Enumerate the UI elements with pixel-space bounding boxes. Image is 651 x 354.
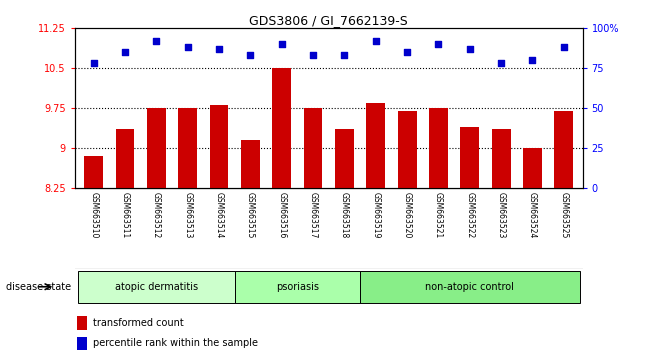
Title: GDS3806 / GI_7662139-S: GDS3806 / GI_7662139-S [249,14,408,27]
Text: GSM663517: GSM663517 [309,192,318,238]
Point [465,46,475,52]
Bar [555,111,574,188]
Text: percentile rank within the sample: percentile rank within the sample [92,338,258,348]
Point [277,41,287,47]
Bar [335,129,354,188]
Point [496,61,506,66]
Text: GSM663523: GSM663523 [497,192,506,238]
Point [370,38,381,44]
Bar [523,148,542,188]
Text: GSM663514: GSM663514 [215,192,223,238]
Text: GSM663520: GSM663520 [402,192,411,238]
Bar [78,271,235,303]
Bar [429,108,448,188]
Bar [367,103,385,188]
Bar [178,108,197,188]
Point [434,41,444,47]
Point [339,53,350,58]
Text: GSM663521: GSM663521 [434,192,443,238]
Text: GSM663511: GSM663511 [120,192,130,238]
Bar [303,108,322,188]
Text: GSM663518: GSM663518 [340,192,349,238]
Text: psoriasis: psoriasis [276,282,319,292]
Point [182,45,193,50]
Point [214,46,224,52]
Bar [272,68,291,188]
Point [120,50,130,55]
Point [527,57,538,63]
Text: GSM663524: GSM663524 [528,192,537,238]
Bar [241,140,260,188]
Point [402,50,412,55]
Point [89,61,99,66]
Bar [210,105,229,188]
Text: atopic dermatitis: atopic dermatitis [115,282,198,292]
Text: GSM663519: GSM663519 [371,192,380,238]
Bar [460,127,479,188]
Bar [77,337,87,350]
Point [559,45,569,50]
Bar [116,129,134,188]
Point [308,53,318,58]
Text: GSM663525: GSM663525 [559,192,568,238]
Text: GSM663515: GSM663515 [246,192,255,238]
Point [245,53,256,58]
Text: GSM663510: GSM663510 [89,192,98,238]
Text: disease state: disease state [7,282,72,292]
Bar [84,156,103,188]
Text: GSM663522: GSM663522 [465,192,475,238]
Bar [492,129,510,188]
Bar [360,271,579,303]
Text: GSM663512: GSM663512 [152,192,161,238]
Bar [77,316,87,330]
Point [151,38,161,44]
Bar [235,271,360,303]
Text: GSM663516: GSM663516 [277,192,286,238]
Text: GSM663513: GSM663513 [183,192,192,238]
Text: non-atopic control: non-atopic control [425,282,514,292]
Text: transformed count: transformed count [92,318,184,328]
Bar [398,111,417,188]
Bar [147,108,166,188]
